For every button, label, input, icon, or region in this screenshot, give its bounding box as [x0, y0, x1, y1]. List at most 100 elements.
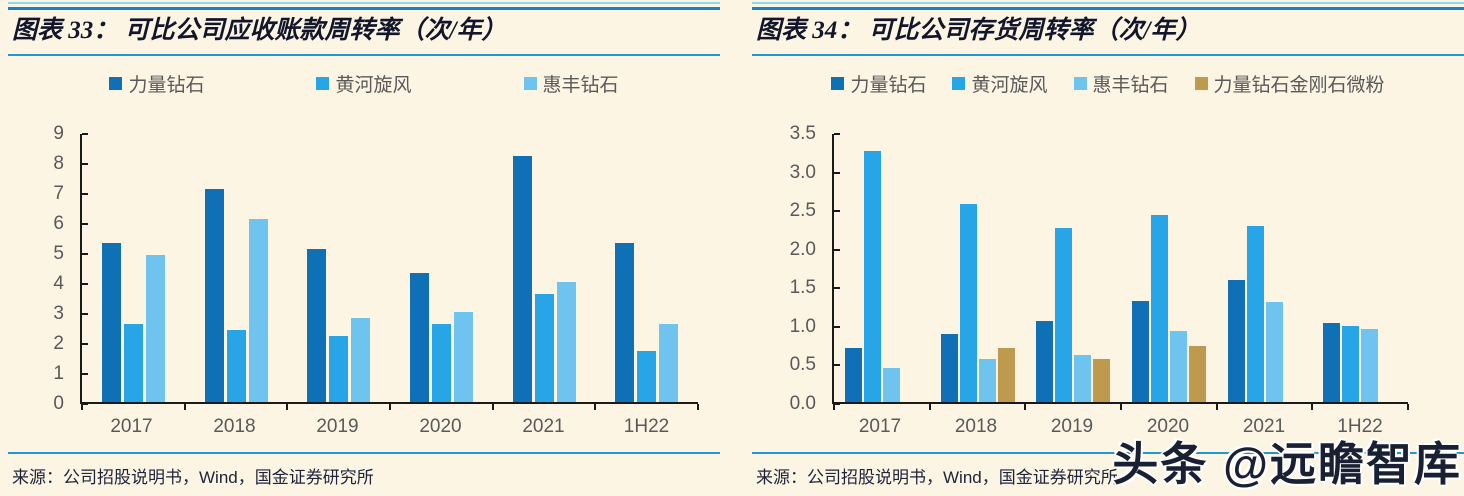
x-tick-label: 2021 [1242, 416, 1286, 437]
x-tick-label: 2017 [110, 416, 153, 437]
source-note: 来源：公司招股说明书，Wind，国金证券研究所 [8, 452, 720, 488]
y-tick-label: 3 [53, 303, 64, 324]
bar-惠丰钻石-2019 [1074, 354, 1092, 402]
source-text: 来源：公司招股说明书，Wind，国金证券研究所 [756, 468, 1118, 487]
bar-黄河旋风-2021 [534, 294, 554, 402]
y-tick-mark [82, 163, 88, 165]
bar-group-2020 [390, 134, 493, 402]
legend-label: 惠丰钻石 [542, 74, 619, 96]
figure-title-bar: 图表 33： 可比公司应收账款周转率（次/年） [8, 7, 720, 56]
toutiao-watermark: 头条 @远瞻智库 [1112, 438, 1462, 490]
source-note: 来源：公司招股说明书，Wind，国金证券研究所 [752, 452, 1464, 488]
y-tick-mark [82, 313, 88, 315]
bar-惠丰钻石-2020 [1169, 331, 1187, 402]
x-axis-labels: 2017 2018 2019 2020 2021 1H22 [80, 404, 698, 438]
x-tick-label: 2020 [1146, 416, 1190, 437]
y-tick-label: 4 [53, 273, 64, 294]
x-tick-mark [491, 404, 494, 410]
y-tick-mark [82, 343, 88, 345]
y-tick-label: 6 [53, 213, 64, 234]
bar-惠丰钻石-2021 [1265, 301, 1283, 402]
top-accent-line [752, 2, 1464, 4]
bar-group-1H22 [1312, 134, 1408, 402]
y-tick-label: 1.0 [789, 315, 816, 337]
legend-item: 黄河旋风 [952, 70, 1048, 97]
y-tick-label: 1.5 [789, 277, 816, 299]
bar-力量钻石-2018 [940, 334, 958, 402]
x-tick-mark [286, 404, 289, 410]
legend-item: 惠丰钻石 [523, 70, 619, 97]
y-tick-mark [834, 325, 840, 328]
y-tick-label: 0.0 [789, 393, 816, 414]
x-tick-mark [183, 404, 186, 410]
x-tick-label: 2020 [419, 416, 462, 437]
y-tick-label: 0 [53, 393, 64, 414]
legend-swatch [952, 76, 966, 90]
x-tick-mark [1024, 404, 1027, 410]
y-tick-mark [834, 248, 840, 251]
bar-惠丰钻石-2017 [882, 368, 900, 402]
bar-力量钻石-1H22 [1323, 323, 1341, 402]
y-tick-mark [82, 283, 88, 285]
bar-group-2021 [493, 134, 596, 402]
y-tick-label: 5 [53, 243, 64, 264]
x-tick-label: 2017 [858, 416, 902, 437]
x-tick-mark [1311, 404, 1314, 410]
bar-group-2018 [185, 134, 288, 402]
bar-黄河旋风-2020 [1150, 215, 1168, 402]
bar-group-2017 [82, 134, 185, 402]
y-tick-label: 0.5 [789, 354, 816, 376]
x-tick-mark [81, 404, 83, 410]
y-tick-label: 2.5 [789, 200, 816, 222]
y-tick-mark [82, 223, 88, 225]
x-tick-label: 2018 [213, 416, 256, 437]
bar-黄河旋风-2018 [226, 330, 246, 402]
chart-inventory-turnover: 力量钻石 黄河旋风 惠丰钻石 力量钻石金刚石微粉 0.0 0.5 1.0 1.5 2.0 2.5… [752, 70, 1464, 438]
x-tick-mark [833, 404, 835, 410]
bar-group-2019 [1025, 134, 1121, 402]
y-tick-mark [834, 403, 840, 405]
x-tick-mark [1215, 404, 1218, 410]
y-tick-mark [82, 133, 88, 135]
legend-item: 力量钻石金刚石微粉 [1194, 70, 1385, 97]
bar-黄河旋风-2020 [431, 324, 451, 402]
chart-legend: 力量钻石 黄河旋风 惠丰钻石 力量钻石金刚石微粉 [752, 70, 1464, 96]
bar-力量钻石-2017 [844, 348, 862, 402]
plot-area: 0.0 0.5 1.0 1.5 2.0 2.5 3.0 3.5 [790, 123, 1409, 414]
plot-area: 0 1 2 3 4 5 6 7 8 9 [53, 123, 699, 414]
y-tick-mark [834, 210, 840, 213]
y-tick-label: 2.0 [789, 238, 816, 260]
legend-label: 力量钻石金刚石微粉 [1213, 74, 1385, 96]
bar-黄河旋风-2019 [1055, 227, 1073, 402]
y-tick-mark [82, 373, 88, 375]
bar-group-2017 [834, 134, 930, 402]
y-tick-label: 3.0 [789, 161, 816, 183]
bar-力量钻石金刚石微粉-2019 [1093, 358, 1111, 402]
bar-力量钻石-2019 [1036, 321, 1054, 402]
bar-惠丰钻石-2021 [556, 282, 576, 402]
bar-力量钻石-2021 [512, 156, 532, 402]
y-tick-mark [82, 193, 88, 195]
x-tick-mark [389, 404, 391, 410]
bar-力量钻石-2020 [1131, 300, 1149, 402]
figure-title: 图表 34： 可比公司存货周转率（次/年） [756, 17, 1201, 44]
y-tick-mark [82, 253, 88, 255]
x-tick-label: 1H22 [623, 416, 670, 437]
y-tick-label: 7 [53, 183, 64, 204]
figure-panel-34: 图表 34： 可比公司存货周转率（次/年） 力量钻石 黄河旋风 惠丰钻石 力量钻石金刚… [752, 0, 1464, 496]
bar-力量钻石-2019 [307, 249, 327, 402]
plot-zone: 0.0 0.5 1.0 1.5 2.0 2.5 3.0 3.5 2017 2018 2019 202… [790, 123, 1409, 438]
x-tick-label: 2018 [954, 416, 998, 437]
figure-title-bar: 图表 34： 可比公司存货周转率（次/年） [752, 7, 1464, 56]
y-tick-mark [834, 364, 840, 367]
bar-力量钻石金刚石微粉-2020 [1188, 346, 1206, 402]
x-tick-label: 2019 [1050, 416, 1094, 437]
source-text: 来源：公司招股说明书，Wind，国金证券研究所 [12, 468, 374, 487]
bar-力量钻石-2021 [1227, 280, 1245, 402]
y-tick-mark [834, 287, 840, 290]
bar-group-2020 [1121, 134, 1217, 402]
top-accent-line [8, 2, 720, 4]
bar-惠丰钻石-1H22 [659, 324, 679, 402]
bar-黄河旋风-1H22 [1342, 326, 1360, 402]
